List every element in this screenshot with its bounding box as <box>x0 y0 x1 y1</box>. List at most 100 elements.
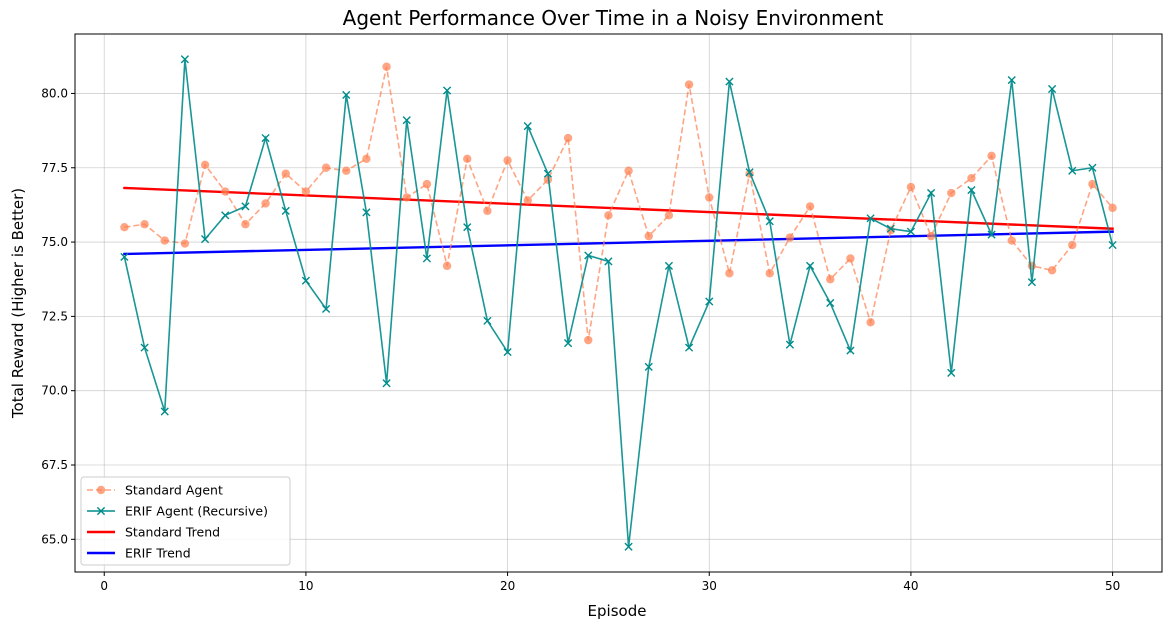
data-point <box>644 231 653 241</box>
data-point <box>402 193 411 202</box>
data-point <box>866 214 875 223</box>
y-tick-label: 70.0 <box>41 384 68 398</box>
data-point <box>705 297 714 306</box>
data-point <box>1007 236 1016 245</box>
data-point <box>140 220 149 229</box>
data-point <box>362 154 371 164</box>
data-point <box>846 254 855 263</box>
chart-title: Agent Performance Over Time in a Noisy E… <box>343 6 884 30</box>
data-point <box>321 304 331 314</box>
data-point <box>1068 166 1077 175</box>
data-point <box>301 187 311 196</box>
data-point <box>442 86 452 95</box>
data-point <box>382 379 391 388</box>
data-point <box>624 542 633 551</box>
data-point <box>281 169 290 178</box>
trend-lines <box>123 186 1114 256</box>
data-point <box>241 202 250 211</box>
x-tick-label: 40 <box>903 579 918 593</box>
data-point <box>563 133 573 143</box>
y-tick-label: 65.0 <box>41 532 68 546</box>
data-point <box>826 275 835 284</box>
data-point <box>442 261 452 271</box>
x-tick-label: 10 <box>298 579 313 593</box>
data-point <box>342 90 351 100</box>
y-tick-label: 67.5 <box>41 458 68 472</box>
data-point <box>200 234 210 244</box>
data-point <box>584 251 593 260</box>
data-point <box>624 166 633 175</box>
y-axis-label: Total Reward (Higher is Better) <box>9 188 27 419</box>
data-point <box>503 347 512 357</box>
x-axis-ticks: 0 10 20 30 40 50 <box>100 572 1120 593</box>
data-point <box>483 316 492 325</box>
data-point <box>523 196 532 205</box>
legend-box <box>80 476 291 566</box>
data-point <box>947 188 956 198</box>
data-point <box>503 156 512 165</box>
data-point <box>967 185 976 195</box>
legend-label: Standard Trend <box>125 525 220 540</box>
data-point <box>664 211 674 220</box>
data-point <box>342 166 351 175</box>
y-axis-ticks: 65.0 67.5 70.0 72.5 75.0 77.5 80.0 <box>41 86 75 546</box>
legend-marker <box>96 506 106 516</box>
data-point <box>1027 278 1037 287</box>
data-point <box>805 261 815 270</box>
data-point <box>160 236 169 245</box>
plot-frame <box>74 33 1163 573</box>
series-line <box>124 66 1114 341</box>
trend-line <box>123 186 1114 230</box>
data-point <box>866 318 875 327</box>
data-point <box>765 269 774 278</box>
x-tick-label: 0 <box>100 579 108 593</box>
data-point <box>644 362 653 372</box>
data-point <box>604 257 613 266</box>
data-point <box>926 231 936 241</box>
data-point <box>120 223 129 232</box>
data-point <box>221 211 230 220</box>
data-point <box>200 160 210 169</box>
data-point <box>785 340 795 349</box>
data-point <box>987 230 996 239</box>
data-point <box>1027 261 1037 271</box>
data-point <box>301 276 311 285</box>
data-point <box>846 346 855 355</box>
legend-label: ERIF Agent (Recursive) <box>125 504 268 519</box>
data-point <box>604 211 613 220</box>
data-point <box>1088 163 1097 172</box>
data-point <box>120 252 129 262</box>
data-point <box>765 217 774 226</box>
data-point <box>1047 266 1057 275</box>
data-point <box>684 343 694 352</box>
legend-label: ERIF Trend <box>125 546 191 561</box>
data-point <box>664 261 674 270</box>
data-point <box>362 208 371 217</box>
data-point <box>241 220 250 229</box>
data-point <box>584 335 593 345</box>
data-point <box>926 188 936 198</box>
series-line <box>123 59 1114 547</box>
data-point <box>1108 240 1117 250</box>
legend: Standard Agent ERIF Agent (Recursive) Stan… <box>80 476 291 566</box>
data-point <box>160 407 169 416</box>
data-point <box>483 206 492 216</box>
y-tick-label: 75.0 <box>41 235 68 249</box>
data-point <box>422 179 432 189</box>
data-point <box>705 193 714 202</box>
data-point <box>906 227 916 236</box>
data-point <box>382 62 391 71</box>
x-tick-label: 20 <box>500 579 515 593</box>
data-point <box>1007 75 1016 85</box>
x-axis-label: Episode <box>588 602 647 620</box>
data-point <box>1068 240 1077 250</box>
data-point <box>140 343 149 352</box>
data-point <box>463 154 472 164</box>
data-point <box>180 239 190 248</box>
data-point <box>463 223 472 232</box>
data-point <box>422 254 432 263</box>
data-point <box>261 199 270 208</box>
data-point <box>563 339 573 348</box>
